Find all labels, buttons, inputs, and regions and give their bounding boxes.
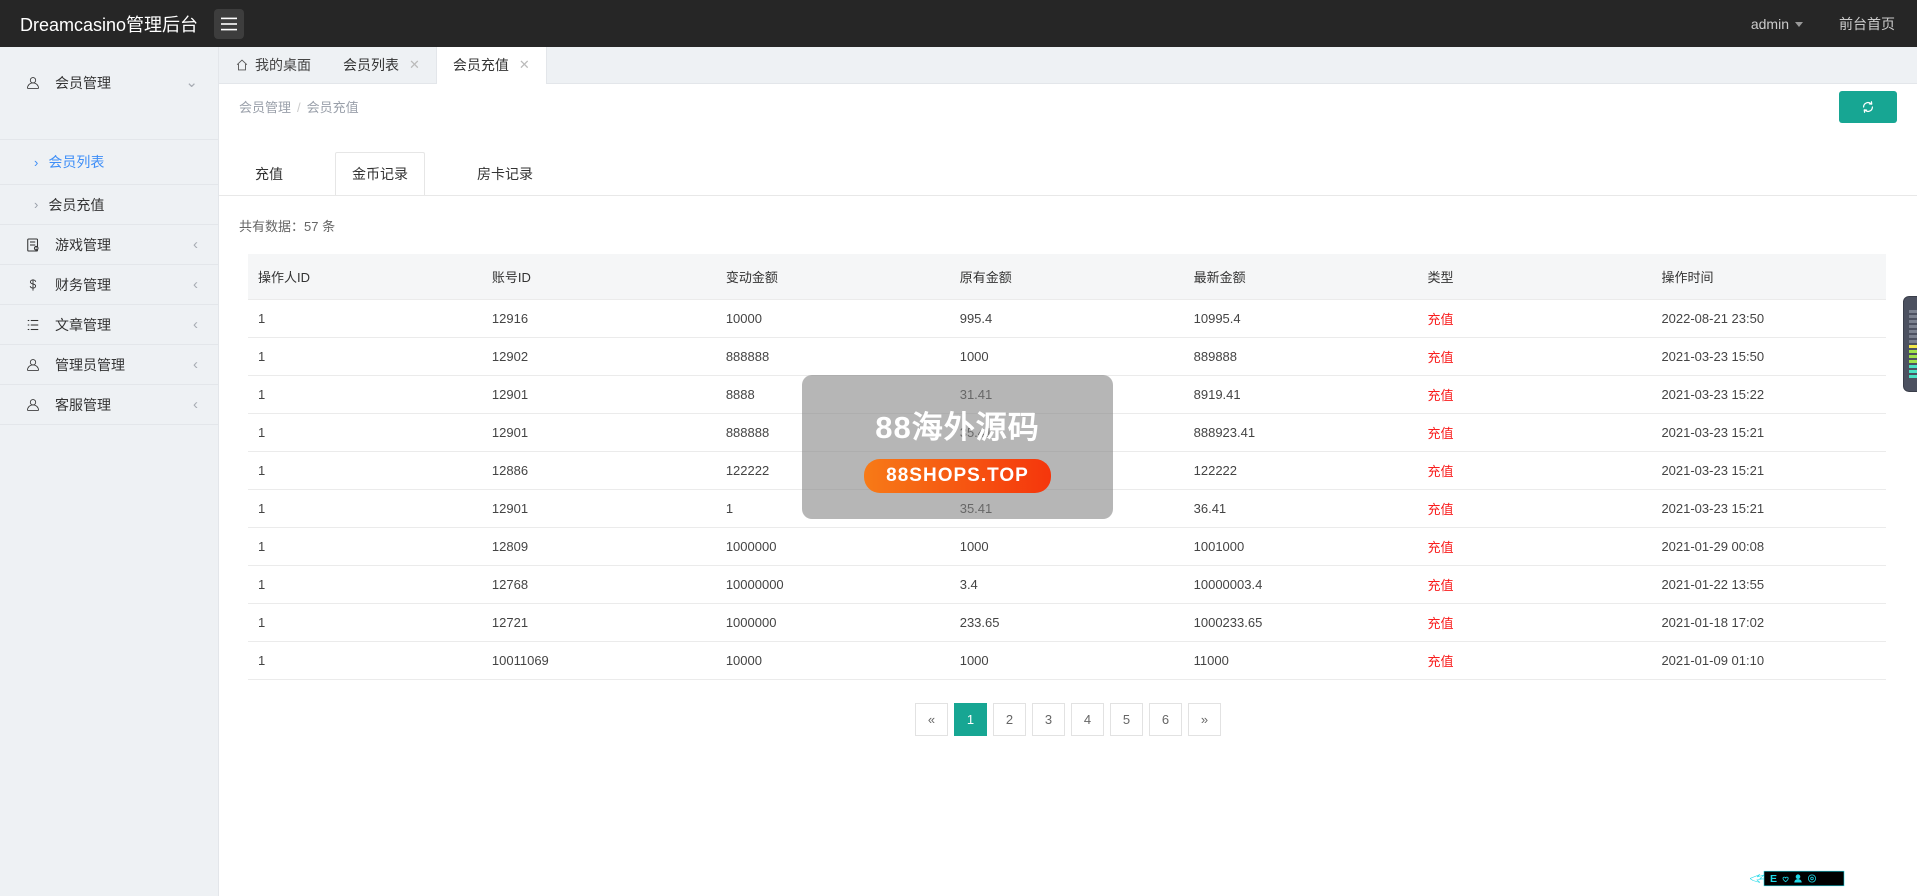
svg-text:E: E (1770, 873, 1777, 885)
